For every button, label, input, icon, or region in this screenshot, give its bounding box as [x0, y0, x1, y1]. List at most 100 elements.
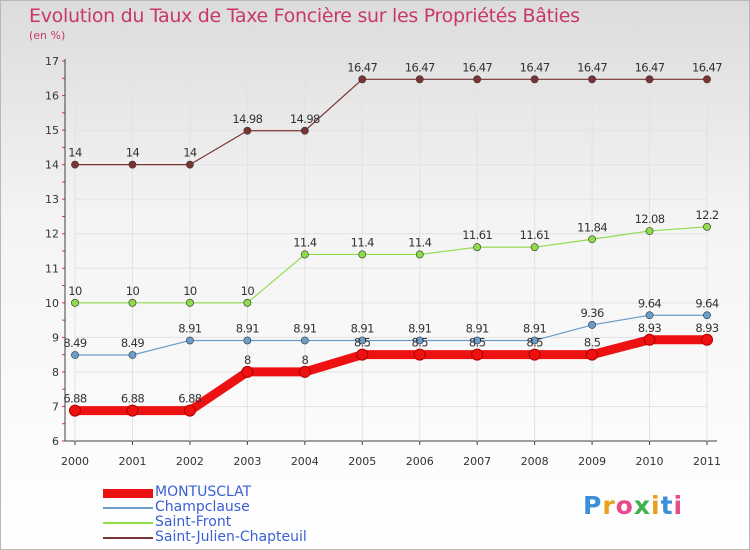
- data-label: 8.91: [466, 321, 489, 335]
- data-label: 14: [126, 146, 140, 160]
- series-champclause: 8.49 8.49 8.91 8.91 8.91 8.91 8.91 8.91 8.91 9.36…: [63, 296, 719, 359]
- data-label: 14.98: [232, 112, 262, 126]
- data-point: [300, 336, 309, 345]
- brand-letter: r: [602, 491, 616, 520]
- data-label: 8.91: [408, 321, 431, 335]
- data-label: 8.93: [695, 321, 718, 335]
- data-label: 8.49: [121, 336, 144, 350]
- y-tick-label: 17: [45, 55, 59, 68]
- y-tick-label: 16: [45, 90, 59, 103]
- data-label: 8.5: [469, 336, 486, 350]
- x-tick-label: 2001: [118, 455, 146, 468]
- data-label: 12.08: [635, 212, 665, 226]
- data-label: 8.91: [178, 321, 201, 335]
- data-point: [128, 160, 137, 169]
- brand-letter: x: [633, 491, 651, 520]
- data-point: [128, 298, 137, 307]
- data-point: [473, 243, 482, 252]
- brand-letter: i: [651, 491, 661, 520]
- y-tick-label: 8: [52, 366, 59, 379]
- brand-letter: t: [660, 491, 674, 520]
- data-label: 10: [183, 284, 197, 298]
- data-point: [415, 336, 424, 345]
- data-point: [473, 75, 482, 84]
- x-tick-label: 2000: [61, 455, 89, 468]
- data-point: [71, 298, 79, 307]
- data-point: [415, 75, 424, 84]
- data-label: 9.64: [695, 296, 718, 310]
- legend-label: Saint-Front: [155, 514, 232, 530]
- data-point: [413, 348, 426, 361]
- data-label: 6.88: [63, 392, 86, 406]
- data-point: [69, 404, 81, 417]
- data-point: [701, 333, 713, 346]
- series-saint-julien-chapteuil: 14 14 14 14.98 14.98 16.47 16.47 16.47 16.47 16.4…: [68, 60, 723, 169]
- y-tick-label: 9: [52, 331, 59, 344]
- data-label: 11.84: [577, 220, 607, 234]
- legend-label: Saint-Julien-Chapteuil: [155, 529, 307, 545]
- data-point: [298, 365, 311, 378]
- x-tick-label: 2002: [176, 455, 204, 468]
- data-label: 11.4: [408, 235, 431, 249]
- data-label: 8.91: [523, 321, 546, 335]
- data-label: 8.5: [411, 336, 428, 350]
- data-point: [186, 336, 194, 345]
- y-axis-unit-label: (en %): [29, 29, 66, 42]
- data-point: [703, 75, 711, 84]
- data-point: [186, 298, 194, 307]
- data-label: 8: [301, 353, 308, 367]
- legend-swatch: [103, 488, 153, 498]
- data-label: 16.47: [520, 60, 550, 74]
- data-point: [643, 333, 656, 346]
- series-line: [70, 335, 712, 416]
- data-point: [415, 250, 424, 259]
- y-tick-label: 7: [52, 400, 59, 413]
- data-label: 6.88: [178, 392, 201, 406]
- data-label: 14: [68, 146, 82, 160]
- y-tick-label: 15: [45, 124, 59, 137]
- brand-logo: Proxiti: [583, 491, 683, 520]
- data-point: [243, 126, 252, 135]
- data-label: 6.88: [121, 392, 144, 406]
- data-point: [186, 160, 194, 169]
- x-tick-label: 2007: [463, 455, 491, 468]
- y-tick-label: 10: [45, 297, 59, 310]
- data-point: [530, 336, 539, 345]
- data-point: [703, 222, 711, 231]
- data-label: 8.5: [354, 336, 371, 350]
- data-point: [588, 75, 596, 84]
- x-tick-label: 2004: [291, 455, 319, 468]
- data-point: [243, 298, 252, 307]
- data-label: 14: [183, 146, 197, 160]
- data-point: [530, 243, 539, 252]
- brand-letter: i: [673, 491, 684, 520]
- data-point: [241, 365, 254, 378]
- data-label: 8: [244, 353, 251, 367]
- data-point: [358, 75, 367, 84]
- data-label: 12.2: [695, 208, 718, 222]
- data-label: 8.91: [351, 321, 374, 335]
- y-tick-label: 6: [52, 435, 59, 448]
- data-point: [358, 250, 367, 259]
- data-point: [71, 160, 79, 169]
- data-label: 11.4: [351, 235, 374, 249]
- series-line: [74, 78, 708, 166]
- data-point: [183, 404, 196, 417]
- legend-swatch: [103, 507, 153, 509]
- x-tick-label: 2009: [578, 455, 606, 468]
- y-tick-label: 14: [45, 159, 59, 172]
- data-point: [528, 348, 541, 361]
- data-point: [300, 126, 309, 135]
- data-point: [471, 348, 484, 361]
- x-tick-label: 2010: [636, 455, 664, 468]
- y-tick-label: 13: [45, 193, 59, 206]
- data-point: [645, 311, 654, 320]
- data-label: 10: [68, 284, 82, 298]
- x-tick-label: 2011: [693, 455, 721, 468]
- series-montusclat: 6.88 6.88 6.88 8 8 8.5 8.5 8.5 8.5 8.5 8.93 8.93: [63, 321, 719, 417]
- legend-swatch: [103, 522, 153, 524]
- data-label: 14.98: [290, 112, 320, 126]
- data-label: 8.49: [63, 336, 86, 350]
